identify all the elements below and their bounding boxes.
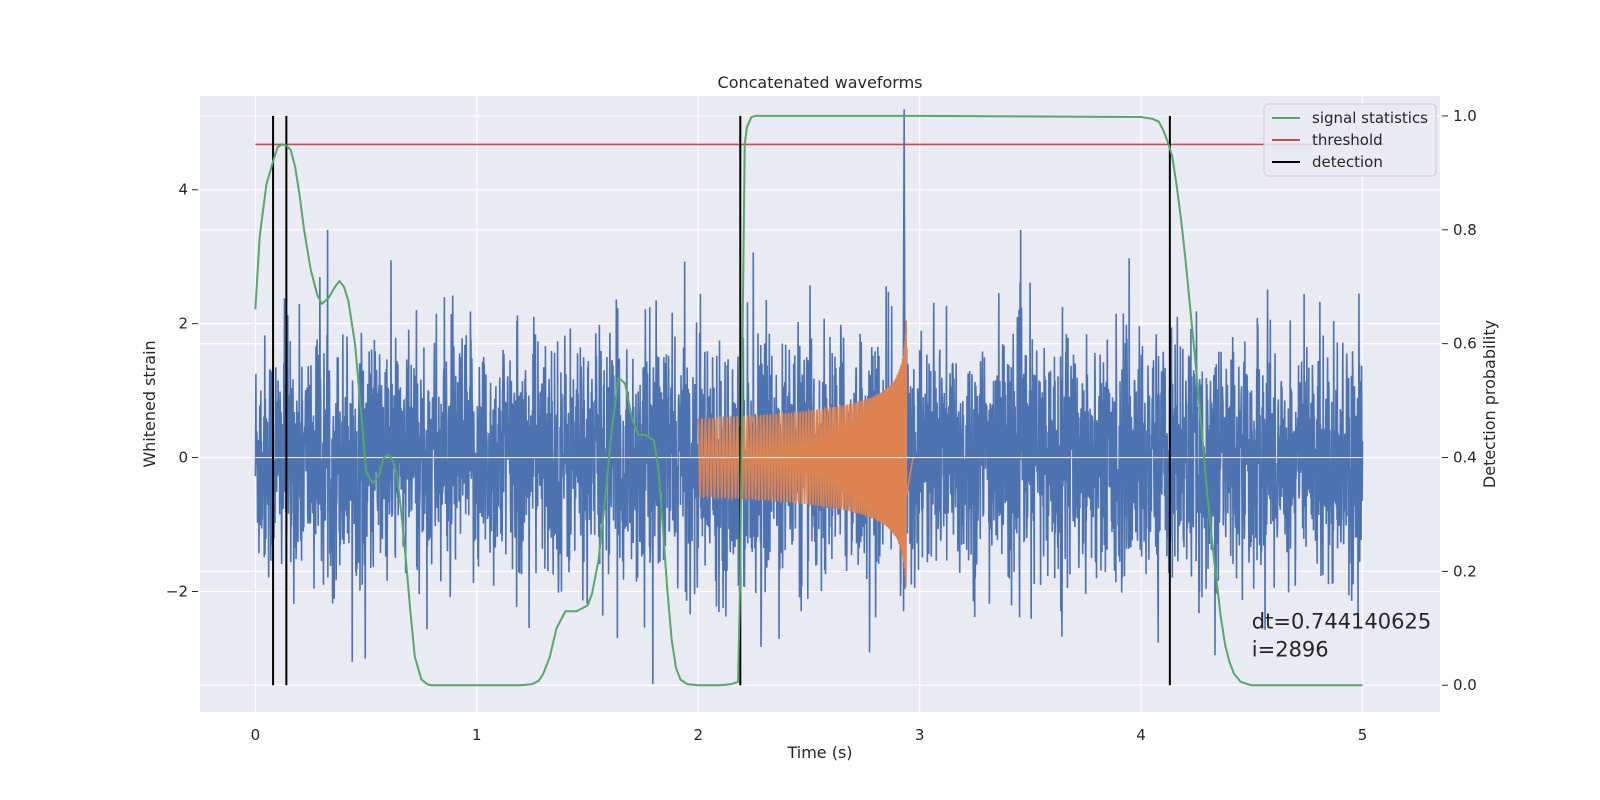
x-tick-label: 1 — [472, 726, 482, 744]
y2-tick-label: 0.0 — [1453, 676, 1477, 694]
signal-statistics-line — [254, 114, 1363, 687]
y2-tick-label: 0.6 — [1453, 335, 1477, 353]
y-tick-label: 4 — [178, 181, 188, 199]
plot-data — [254, 109, 1385, 687]
y-tick-label: −2 — [166, 582, 188, 600]
y-tick-label: 2 — [178, 315, 188, 333]
x-tick-label: 0 — [251, 726, 261, 744]
legend-label: signal statistics — [1312, 109, 1428, 127]
x-tick-label: 3 — [915, 726, 925, 744]
y-axis-label: Whitened strain — [140, 340, 159, 467]
legend-label: threshold — [1312, 131, 1383, 149]
legend-box — [1263, 103, 1437, 177]
y-tick-label: 0 — [178, 449, 188, 467]
y2-tick-label: 0.2 — [1453, 562, 1477, 580]
axes: 0 1 2 3 4 5 −2 0 2 4 0.0 0.2 0.4 0.6 0.8 1.0 — [166, 107, 1477, 744]
x-tick-label: 2 — [693, 726, 703, 744]
x-axis-label: Time (s) — [786, 743, 852, 762]
y2-tick-label: 0.8 — [1453, 221, 1477, 239]
y2-tick-label: 0.4 — [1453, 449, 1477, 467]
x-tick-label: 4 — [1136, 726, 1146, 744]
chirp-series-line — [697, 320, 914, 588]
legend: signal statistics threshold detection — [1263, 103, 1437, 177]
x-tick-label: 5 — [1358, 726, 1368, 744]
annotation-text-line: dt=0.744140625 — [1252, 609, 1431, 633]
chart-title: Concatenated waveforms — [718, 73, 923, 92]
annotation-text-line: i=2896 — [1252, 637, 1329, 661]
y2-axis-label: Detection probability — [1480, 320, 1499, 488]
legend-label: detection — [1312, 153, 1383, 171]
annotation: dt=0.744140625 i=2896 — [1252, 609, 1431, 661]
y2-tick-label: 1.0 — [1453, 107, 1477, 125]
